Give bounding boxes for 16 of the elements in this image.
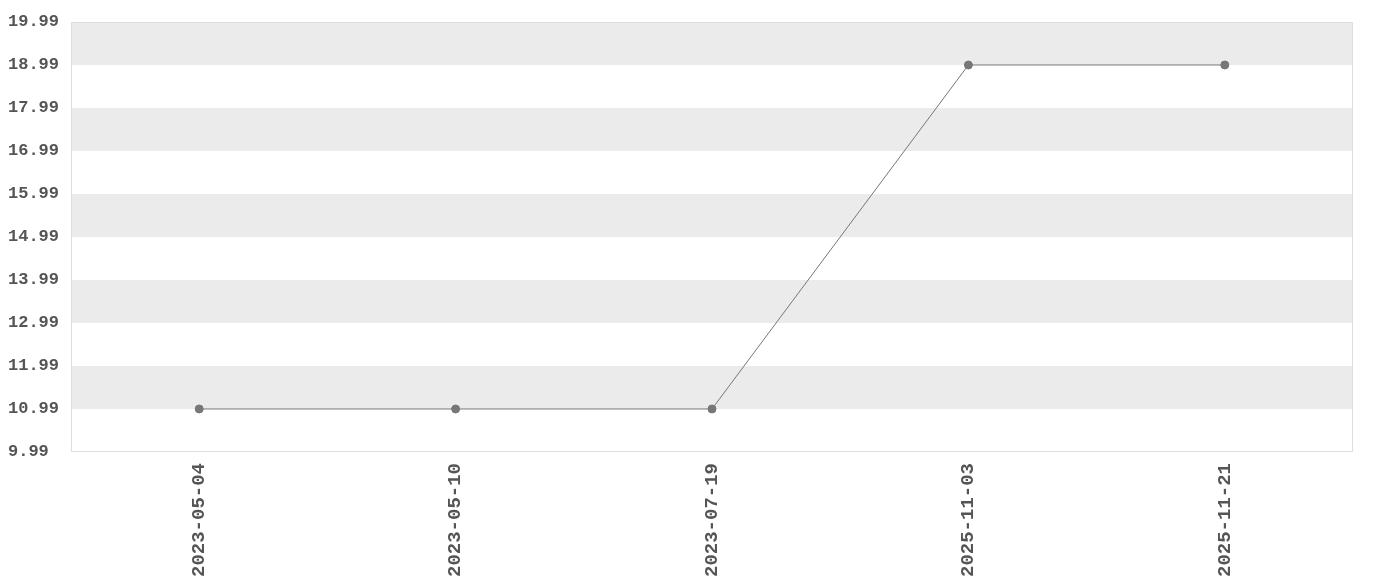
x-tick-label: 2023-05-04 <box>187 462 210 578</box>
y-tick-label: 18.99 <box>8 55 60 75</box>
y-tick-label: 14.99 <box>8 227 60 247</box>
x-tick-label: 2023-07-19 <box>700 462 723 578</box>
y-tick-label: 12.99 <box>8 313 60 333</box>
y-tick-label: 19.99 <box>8 12 60 32</box>
x-tick-label: 2023-05-10 <box>444 462 467 578</box>
y-tick-label: 9.99 <box>8 442 49 462</box>
y-tick-label: 17.99 <box>8 98 60 118</box>
x-tick-label: 2025-11-03 <box>957 462 980 578</box>
y-tick-label: 13.99 <box>8 270 60 290</box>
y-tick-label: 15.99 <box>8 184 60 204</box>
x-tick-label: 2025-11-21 <box>1213 462 1236 578</box>
y-tick-label: 11.99 <box>8 356 60 376</box>
y-tick-label: 16.99 <box>8 141 60 161</box>
y-tick-label: 10.99 <box>8 399 60 419</box>
